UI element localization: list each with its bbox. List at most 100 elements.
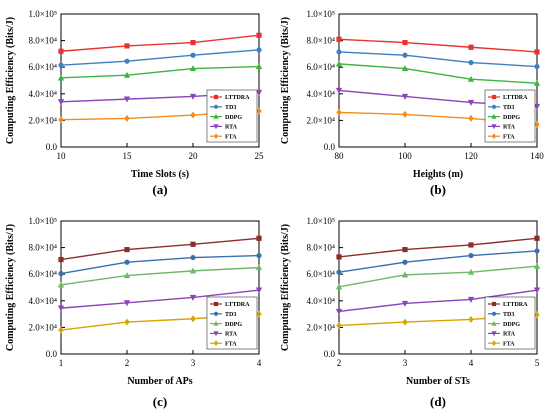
x-axis-label: Heights (m) [413,169,463,180]
legend-swatch-marker [491,94,497,100]
legend-entry: LTTDRA [503,95,528,101]
legend-entry: DDPG [503,115,520,121]
data-point [467,99,475,106]
series-line [338,63,538,84]
y-axis-label: Computing Efficiency (Bits/J) [280,224,291,351]
y-tick-label: 8.0×10⁴ [307,243,335,253]
x-tick-label: 140 [530,151,544,161]
data-point [468,59,474,66]
data-point [57,305,65,312]
legend-swatch-marker [491,124,497,130]
data-point [534,311,540,319]
data-point [255,89,263,96]
legend-swatch-marker [491,113,497,119]
chart-panel: 0.0 2.0×10⁴ 4.0×10⁴ 6.0×10⁴ 8.0×10⁴ 1.0×10⁵ 1 2… [5,216,263,409]
data-point [534,49,540,55]
legend-swatch-marker [213,331,219,337]
data-point [256,47,262,53]
y-tick-label: 1.0×10⁵ [307,216,335,226]
data-point [401,271,409,278]
y-tick-label: 0.0 [324,349,336,359]
legend-entry: FTA [225,341,237,347]
y-tick-label: 2.0×10⁴ [307,322,335,332]
legend-entry: TD3 [503,105,514,111]
legend-entry: DDPG [503,322,520,328]
legend-entry: TD3 [503,312,514,318]
data-point [123,96,131,103]
data-point [255,264,263,271]
data-point [190,254,196,261]
legend-entry: FTA [503,134,515,140]
y-tick-label: 1.0×10⁵ [307,9,335,19]
legend-swatch-marker [213,340,219,347]
y-tick-label: 6.0×10⁴ [29,62,57,72]
legend-entry: TD3 [225,105,236,111]
data-point [467,268,475,275]
y-tick-label: 8.0×10⁴ [307,36,335,46]
y-tick-label: 2.0×10⁴ [29,322,57,332]
panel-caption: (d) [430,394,446,409]
data-point [534,235,540,241]
data-point [189,65,197,72]
plot-frame [60,220,260,355]
data-point [534,248,540,254]
data-point [124,114,130,122]
x-tick-label: 2 [125,358,130,368]
series-line [338,51,538,68]
data-point [533,79,541,86]
data-point [401,300,409,307]
y-axis-label: Computing Efficiency (Bits/J) [5,17,16,144]
data-point [189,294,197,301]
data-point [402,52,408,58]
series-line [60,254,260,275]
legend-swatch-marker [213,94,219,100]
legend-entry: TD3 [225,312,236,318]
data-point [402,259,408,265]
data-point [468,242,474,248]
x-tick-label: 25 [255,151,265,161]
data-point [335,87,343,94]
data-point [335,308,343,315]
panel-caption: (b) [430,182,446,197]
data-point [336,49,342,55]
data-point [58,270,64,277]
data-point [123,272,131,279]
data-point [189,93,197,100]
y-tick-label: 0.0 [46,349,58,359]
data-point [190,111,196,119]
x-tick-label: 5 [535,358,540,368]
legend-entry: LTTDRA [225,302,250,308]
x-axis-label: Number of STs [406,376,470,387]
y-tick-label: 1.0×10⁵ [29,9,57,19]
data-point [402,110,408,118]
data-point [402,246,408,253]
x-tick-label: 1 [59,358,64,368]
x-tick-label: 3 [403,358,408,368]
data-point [256,252,262,259]
chart-panel: 0.0 2.0×10⁴ 4.0×10⁴ 6.0×10⁴ 8.0×10⁴ 1.0×10⁵ 80… [280,9,544,197]
data-point [255,287,263,294]
x-tick-label: 3 [191,358,196,368]
data-point [468,315,474,323]
legend-swatch-marker [491,320,497,326]
data-point [467,296,475,303]
x-tick-label: 100 [398,151,412,161]
data-point [401,93,409,100]
series-line [338,289,538,313]
data-point [336,108,342,116]
y-tick-label: 6.0×10⁴ [307,62,335,72]
data-point [57,281,65,288]
legend-swatch-marker [491,331,497,337]
series-line [338,237,538,258]
data-point [256,310,262,318]
legend-swatch-marker [213,311,219,316]
data-point [468,252,474,259]
data-point [58,62,64,68]
y-tick-label: 0.0 [46,142,58,152]
y-tick-label: 2.0×10⁴ [29,115,57,125]
plot-frame [60,13,260,148]
legend-entry: LTTDRA [503,302,528,308]
y-tick-label: 4.0×10⁴ [29,89,57,99]
data-point [533,287,541,294]
legend-swatch-marker [213,320,219,326]
